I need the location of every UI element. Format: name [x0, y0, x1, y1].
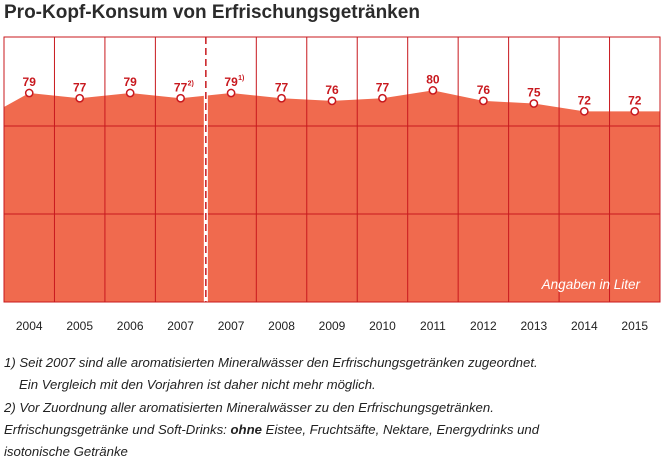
- data-point: [24, 88, 34, 98]
- x-tick-label: 2011: [420, 319, 446, 333]
- footnote-1-continued: Ein Vergleich mit den Vorjahren ist dahe…: [19, 377, 376, 392]
- x-tick-label: 2015: [621, 319, 648, 333]
- unit-note: Angaben in Liter: [541, 277, 641, 292]
- x-tick-label: 2006: [117, 319, 144, 333]
- data-point: [579, 107, 589, 116]
- data-point: [428, 86, 438, 95]
- data-label: 72: [628, 93, 642, 107]
- footnote-definition-continued: isotonische Getränke: [4, 444, 128, 459]
- x-tick-label: 2009: [319, 319, 346, 333]
- data-label: 79: [123, 75, 137, 89]
- data-point: [226, 88, 236, 98]
- area-series: [4, 90, 660, 303]
- data-label: 75: [527, 86, 541, 100]
- x-tick-label: 2008: [268, 319, 295, 333]
- data-label-footnote-mark: 2): [188, 80, 194, 87]
- data-label: 79: [23, 75, 37, 89]
- x-tick-label: 2010: [369, 319, 396, 333]
- footnote-definition-post: Eistee, Fruchtsäfte, Nektare, Energydrin…: [262, 422, 540, 437]
- footnote-definition: Erfrischungsgetränke und Soft-Drinks: oh…: [4, 422, 539, 437]
- data-label-footnote-mark: 1): [238, 75, 244, 82]
- data-point: [327, 96, 337, 106]
- x-tick-label: 2013: [520, 319, 547, 333]
- footnote-2: 2) Vor Zuordnung aller aromatisierten Mi…: [4, 400, 494, 415]
- data-label: 79: [224, 75, 238, 89]
- data-point: [529, 99, 539, 108]
- x-tick-label: 2014: [571, 319, 598, 333]
- plot-frame: [3, 36, 661, 303]
- data-point: [630, 107, 640, 116]
- data-point: [75, 93, 85, 103]
- footnote-1: 1) Seit 2007 sind alle aromatisierten Mi…: [4, 355, 538, 370]
- data-label: 77: [174, 80, 188, 94]
- data-point: [277, 93, 286, 103]
- data-label: 77: [275, 80, 289, 94]
- data-label: 76: [325, 83, 339, 97]
- data-point: [176, 93, 185, 103]
- x-tick-label: 2004: [16, 319, 43, 333]
- x-tick-label: 2007: [218, 319, 245, 333]
- data-label: 77: [376, 80, 390, 94]
- data-label: 72: [578, 93, 592, 107]
- data-point: [479, 96, 488, 106]
- data-label: 80: [426, 72, 440, 86]
- data-label: 76: [477, 83, 491, 97]
- data-point: [378, 93, 387, 103]
- chart-title: Pro-Kopf-Konsum von Erfrischungsgetränke…: [4, 2, 420, 23]
- data-point: [125, 88, 135, 98]
- x-tick-label: 2007: [167, 319, 194, 333]
- data-label: 77: [73, 80, 87, 94]
- x-tick-label: 2005: [66, 319, 93, 333]
- x-tick-label: 2012: [470, 319, 497, 333]
- footnote-definition-pre: Erfrischungsgetränke und Soft-Drinks:: [4, 422, 231, 437]
- footnote-definition-bold: ohne: [230, 422, 263, 437]
